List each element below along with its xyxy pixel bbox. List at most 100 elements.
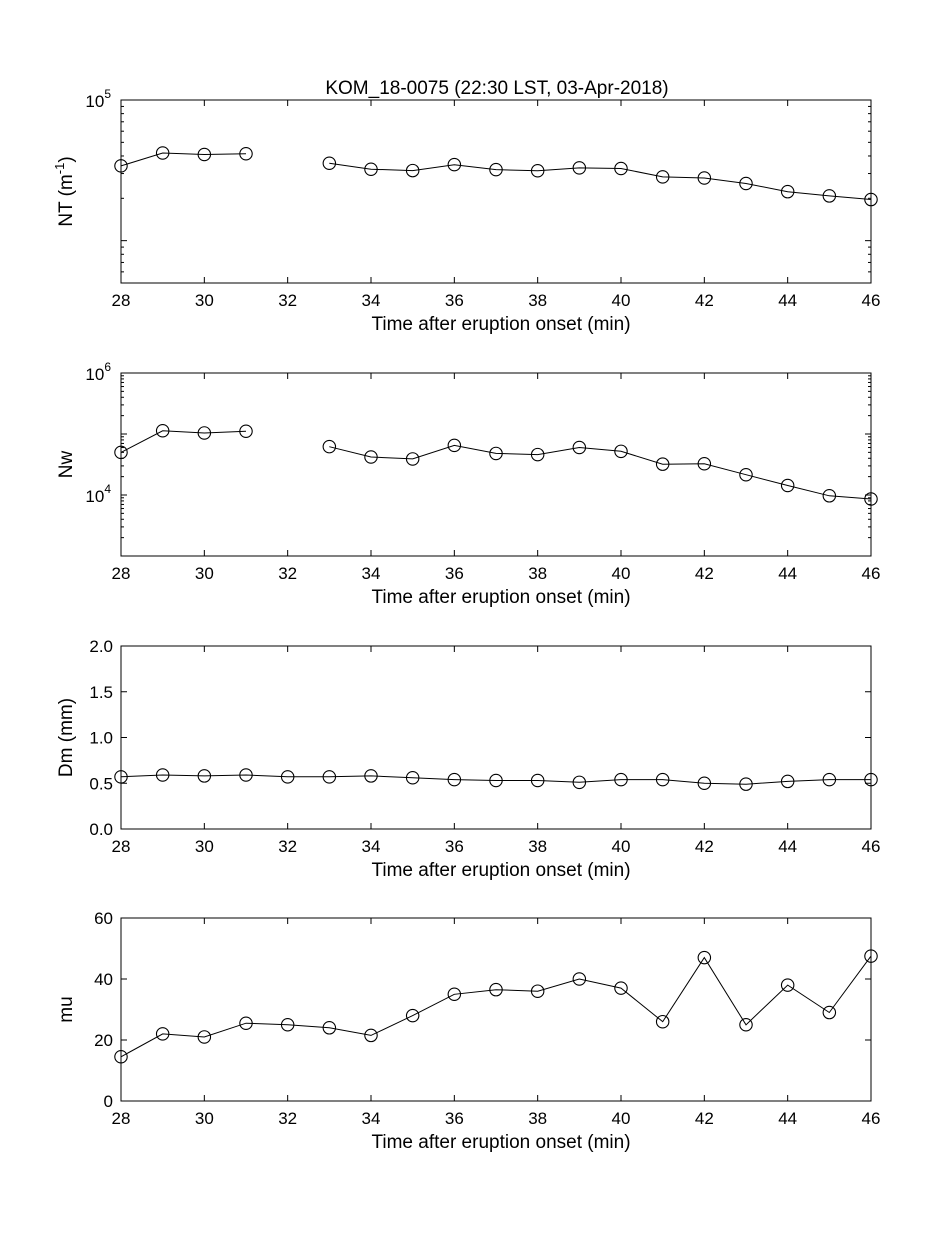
series-line bbox=[120, 152, 247, 167]
y-tick-label: 60 bbox=[94, 909, 113, 928]
x-tick-label: 36 bbox=[445, 564, 464, 583]
data-point bbox=[364, 1028, 378, 1043]
data-point bbox=[822, 1005, 837, 1020]
x-tick-label: 34 bbox=[362, 564, 381, 583]
data-point bbox=[322, 156, 337, 171]
data-point bbox=[447, 987, 462, 1001]
x-tick-label: 34 bbox=[362, 1109, 381, 1128]
x-tick-label: 46 bbox=[862, 837, 881, 856]
data-point bbox=[239, 146, 253, 161]
data-point bbox=[405, 452, 420, 466]
x-tick-label: 44 bbox=[778, 837, 797, 856]
series-line bbox=[120, 430, 247, 453]
data-point bbox=[489, 773, 503, 788]
x-tick-label: 40 bbox=[612, 837, 631, 856]
series-line bbox=[120, 774, 871, 785]
x-tick-label: 32 bbox=[278, 291, 297, 310]
data-point bbox=[489, 162, 503, 177]
x-tick-label: 28 bbox=[112, 1109, 131, 1128]
x-tick-label: 28 bbox=[112, 291, 131, 310]
data-point bbox=[530, 447, 545, 462]
plot-area-frame bbox=[120, 917, 872, 1102]
data-point bbox=[864, 949, 878, 963]
data-point bbox=[364, 162, 378, 176]
data-point bbox=[697, 776, 712, 790]
data-point bbox=[114, 1050, 128, 1064]
data-point bbox=[572, 161, 587, 175]
data-point bbox=[239, 768, 253, 782]
x-tick-label: 44 bbox=[778, 291, 797, 310]
data-point bbox=[197, 1030, 212, 1044]
data-point bbox=[822, 489, 837, 503]
y-tick-label: 104 bbox=[85, 482, 111, 506]
data-point bbox=[780, 774, 795, 789]
chart-panel-2: 28 30 32 34 36 38 40 42 44 46 106 104 Time after eru… bbox=[56, 360, 880, 608]
y-tick-label: 40 bbox=[94, 970, 113, 989]
data-point bbox=[572, 440, 587, 455]
data-point bbox=[364, 769, 378, 783]
x-tick-label: 32 bbox=[278, 564, 297, 583]
y-axis-label: mu bbox=[56, 996, 77, 1022]
data-point bbox=[239, 1016, 253, 1030]
data-point bbox=[239, 424, 253, 438]
data-point bbox=[697, 950, 712, 965]
x-tick-label: 32 bbox=[278, 837, 297, 856]
chart-panel-4: 28 30 32 34 36 38 40 42 44 46 0 20 40 60 Time after er… bbox=[56, 909, 880, 1153]
chart-panel-1: 28 30 32 34 36 38 40 42 44 46 105 Time after erupti… bbox=[52, 87, 880, 335]
y-tick-label: 1.0 bbox=[89, 729, 113, 748]
data-point bbox=[447, 772, 462, 787]
data-point bbox=[739, 467, 753, 482]
x-tick-label: 42 bbox=[695, 564, 714, 583]
data-point bbox=[739, 1017, 753, 1032]
x-axis-label: Time after eruption onset (min) bbox=[371, 587, 630, 608]
series-line bbox=[329, 444, 872, 500]
x-tick-label: 28 bbox=[112, 564, 131, 583]
data-point bbox=[614, 161, 628, 176]
x-tick-label: 42 bbox=[695, 291, 714, 310]
data-point bbox=[572, 972, 587, 986]
x-tick-label: 30 bbox=[195, 1109, 214, 1128]
data-point bbox=[530, 164, 545, 178]
y-axis-label: Nw bbox=[56, 451, 77, 479]
data-point bbox=[155, 146, 170, 160]
y-axis-label: NT (m-1) bbox=[52, 156, 77, 226]
x-axis-label: Time after eruption onset (min) bbox=[371, 860, 630, 881]
data-point bbox=[280, 770, 295, 784]
data-point bbox=[114, 445, 128, 460]
y-tick-label: 105 bbox=[85, 87, 111, 111]
x-tick-label: 36 bbox=[445, 291, 464, 310]
data-point bbox=[114, 770, 128, 784]
x-tick-label: 44 bbox=[778, 1109, 797, 1128]
data-point bbox=[530, 773, 545, 788]
x-tick-label: 46 bbox=[862, 291, 881, 310]
y-tick-label: 106 bbox=[85, 360, 111, 384]
data-point bbox=[864, 772, 878, 787]
data-point bbox=[697, 171, 712, 185]
x-tick-label: 40 bbox=[612, 291, 631, 310]
data-point bbox=[655, 1014, 670, 1029]
data-point bbox=[655, 457, 670, 471]
data-point bbox=[405, 771, 420, 785]
data-point bbox=[572, 775, 587, 790]
data-point bbox=[780, 184, 795, 199]
x-tick-label: 36 bbox=[445, 1109, 464, 1128]
data-point bbox=[364, 450, 378, 464]
y-tick-label: 2.0 bbox=[89, 637, 113, 656]
x-tick-label: 44 bbox=[778, 564, 797, 583]
x-tick-label: 46 bbox=[862, 564, 881, 583]
y-tick-label: 1.5 bbox=[89, 683, 113, 702]
data-point bbox=[197, 769, 212, 783]
x-tick-label: 34 bbox=[362, 291, 381, 310]
data-point bbox=[447, 438, 462, 453]
y-axis-label: Dm (mm) bbox=[56, 698, 77, 777]
plot-area-frame bbox=[120, 99, 872, 284]
x-tick-label: 40 bbox=[612, 1109, 631, 1128]
data-point bbox=[489, 982, 503, 997]
x-tick-label: 42 bbox=[695, 1109, 714, 1128]
data-point bbox=[155, 768, 170, 782]
x-tick-label: 34 bbox=[362, 837, 381, 856]
data-point bbox=[322, 770, 337, 784]
data-point bbox=[739, 777, 753, 791]
data-point bbox=[280, 1017, 295, 1032]
